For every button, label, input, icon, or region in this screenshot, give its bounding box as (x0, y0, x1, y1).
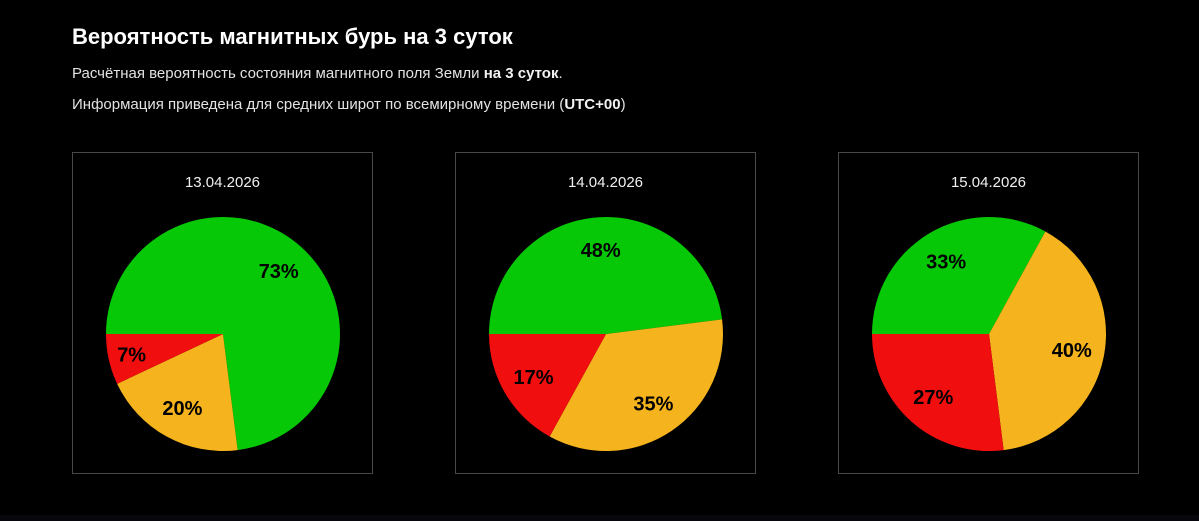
pie-slice-label: 27% (913, 387, 953, 409)
pie-slice (105, 217, 340, 451)
pie-slice (488, 334, 606, 437)
pie-slice-label: 20% (162, 398, 202, 420)
page-title: Вероятность магнитных бурь на 3 суток (72, 24, 513, 49)
pie-chart-day-2: 48% 35% 17% (488, 216, 724, 452)
bottom-edge-strip (0, 515, 1199, 521)
subtitle-1-text: Расчётная вероятность состояния магнитно… (72, 65, 484, 82)
subtitle-line-2: Информация приведена для средних широт п… (72, 96, 1132, 114)
forecast-panel-day-3: 15.04.2026 33% 40% 27% (838, 152, 1139, 474)
pie-chart-svg: 73% 20% 7% (105, 217, 340, 452)
subtitle-2-bold-text: UTC+00 (564, 96, 621, 113)
pie-slice-label: 48% (580, 240, 620, 262)
pie-chart-day-1: 73% 20% 7% (105, 216, 341, 452)
pie-slice (988, 231, 1106, 451)
pie-slice-label: 7% (117, 344, 146, 366)
pie-slice (105, 334, 223, 384)
pie-slice-label: 17% (513, 367, 553, 389)
pie-slice (871, 216, 1045, 334)
pie-slice (116, 334, 238, 452)
panel-date: 13.04.2026 (184, 174, 261, 191)
forecast-panel-day-2: 14.04.2026 48% 35% 17% (455, 152, 756, 474)
forecast-charts-row: 13.04.2026 73% 20% 7% 14.04.2026 48% 35% 17%… (72, 152, 1139, 474)
pie-slice (549, 319, 723, 452)
panel-date: 15.04.2026 (950, 174, 1027, 191)
subtitle-2-suffix: ) (620, 96, 626, 113)
subtitle-1-suffix: . (558, 65, 563, 82)
pie-slice-label: 35% (633, 394, 673, 416)
subtitle-1-bold-text: на 3 суток (483, 65, 559, 82)
pie-slice (871, 334, 1004, 452)
pie-chart-svg: 48% 35% 17% (488, 216, 723, 452)
pie-slice (488, 216, 722, 334)
pie-slice-label: 73% (258, 261, 298, 283)
subtitle-2-text: Информация приведена для средних широт п… (72, 96, 565, 113)
pie-chart-svg: 33% 40% 27% (871, 216, 1106, 452)
panel-date: 14.04.2026 (567, 174, 644, 191)
subtitle-line-1: Расчётная вероятность состояния магнитно… (72, 65, 1132, 83)
pie-chart-day-3: 33% 40% 27% (871, 216, 1107, 452)
pie-slice-label: 33% (926, 251, 966, 273)
pie-slice-label: 40% (1051, 340, 1091, 362)
page-header: Вероятность магнитных бурь на 3 суток Ра… (72, 24, 1132, 114)
forecast-panel-day-1: 13.04.2026 73% 20% 7% (72, 152, 373, 474)
